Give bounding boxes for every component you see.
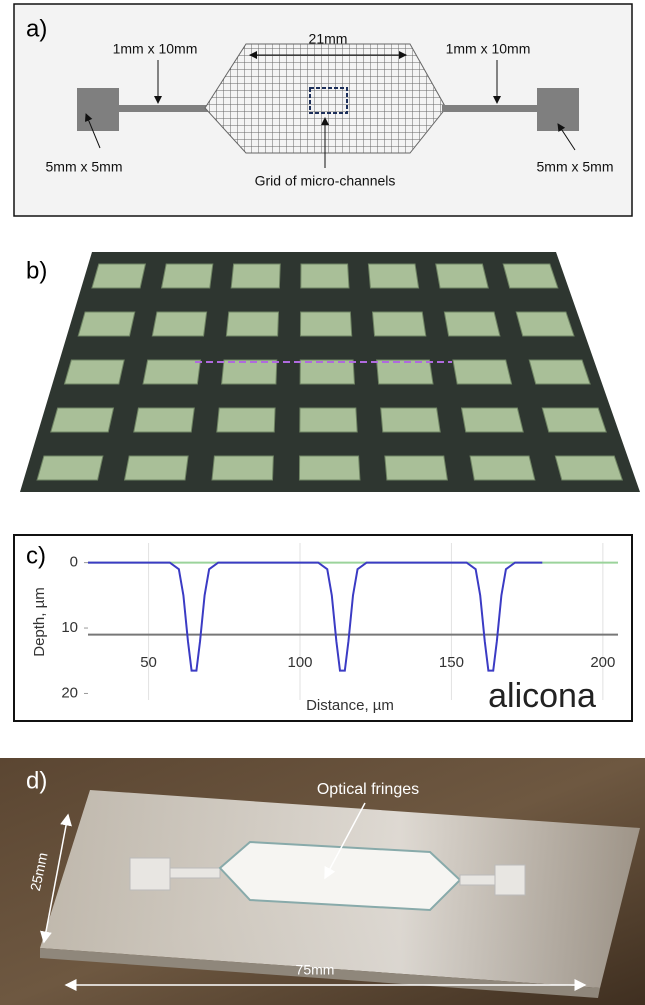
tile bbox=[300, 408, 357, 432]
pad bbox=[77, 88, 119, 131]
x-axis-label: Distance, µm bbox=[306, 697, 394, 714]
grid bbox=[220, 842, 460, 910]
tile bbox=[222, 360, 277, 384]
annotation: 75mm bbox=[296, 962, 335, 978]
page: {"panel_labels": ["a)", "b)", "c)", "d)"… bbox=[0, 0, 645, 1005]
tile bbox=[226, 312, 278, 336]
tile bbox=[64, 360, 124, 384]
tile bbox=[143, 360, 200, 384]
tile bbox=[125, 456, 189, 480]
tile bbox=[555, 456, 622, 480]
tile bbox=[470, 456, 535, 480]
tile bbox=[453, 360, 512, 384]
channel bbox=[119, 105, 209, 112]
figure: a) 21mm 1mm x 10mm 1mm x 10mm 5mm x 5mm … bbox=[0, 0, 645, 1005]
x-tick-label: 150 bbox=[439, 654, 464, 671]
tile bbox=[212, 456, 273, 480]
panel-a: a) 21mm 1mm x 10mm 1mm x 10mm 5mm x 5mm … bbox=[14, 4, 632, 216]
tile bbox=[51, 408, 114, 432]
tile bbox=[503, 264, 558, 288]
tile bbox=[162, 264, 213, 288]
panel-label: b) bbox=[26, 257, 47, 284]
channel bbox=[460, 875, 500, 885]
tile bbox=[300, 360, 354, 384]
tile bbox=[301, 264, 349, 288]
tile bbox=[152, 312, 206, 336]
panel-label: a) bbox=[26, 15, 47, 42]
y-tick-label: 10 bbox=[61, 619, 78, 636]
tile bbox=[542, 408, 606, 432]
tile bbox=[37, 456, 103, 480]
x-tick-label: 100 bbox=[287, 654, 312, 671]
annotation: 5mm x 5mm bbox=[46, 159, 123, 175]
tile bbox=[231, 264, 280, 288]
tile bbox=[385, 456, 448, 480]
panel-label: c) bbox=[26, 542, 46, 569]
annotation: 1mm x 10mm bbox=[446, 41, 531, 57]
x-tick-label: 200 bbox=[590, 654, 615, 671]
tile bbox=[217, 408, 275, 432]
channel bbox=[442, 105, 538, 112]
tile bbox=[436, 264, 488, 288]
tile bbox=[377, 360, 433, 384]
panel-label: d) bbox=[26, 767, 47, 794]
tile bbox=[372, 312, 425, 336]
logo: alicona bbox=[488, 677, 596, 715]
annotation: Optical fringes bbox=[317, 781, 419, 798]
x-tick-label: 50 bbox=[140, 654, 157, 671]
tile bbox=[78, 312, 135, 336]
pad bbox=[130, 858, 170, 890]
annotation: Grid of micro-channels bbox=[255, 173, 396, 189]
tile bbox=[529, 360, 590, 384]
annotation: 1mm x 10mm bbox=[113, 41, 198, 57]
tile bbox=[299, 456, 360, 480]
y-tick-label: 20 bbox=[61, 684, 78, 701]
tile bbox=[92, 264, 145, 288]
tile bbox=[444, 312, 500, 336]
panel-b bbox=[20, 252, 640, 492]
tile bbox=[300, 312, 351, 336]
tile bbox=[516, 312, 574, 336]
channel bbox=[170, 868, 220, 878]
panel-d: d) Optical fringes 25mm 75mm bbox=[0, 758, 645, 1005]
tile bbox=[368, 264, 418, 288]
tile bbox=[134, 408, 195, 432]
y-tick-label: 0 bbox=[70, 554, 78, 571]
annotation: 21mm bbox=[309, 31, 348, 47]
tile bbox=[381, 408, 440, 432]
pad bbox=[495, 865, 525, 895]
annotation: 5mm x 5mm bbox=[537, 159, 614, 175]
tile bbox=[461, 408, 523, 432]
y-axis-label: Depth, µm bbox=[31, 587, 48, 657]
